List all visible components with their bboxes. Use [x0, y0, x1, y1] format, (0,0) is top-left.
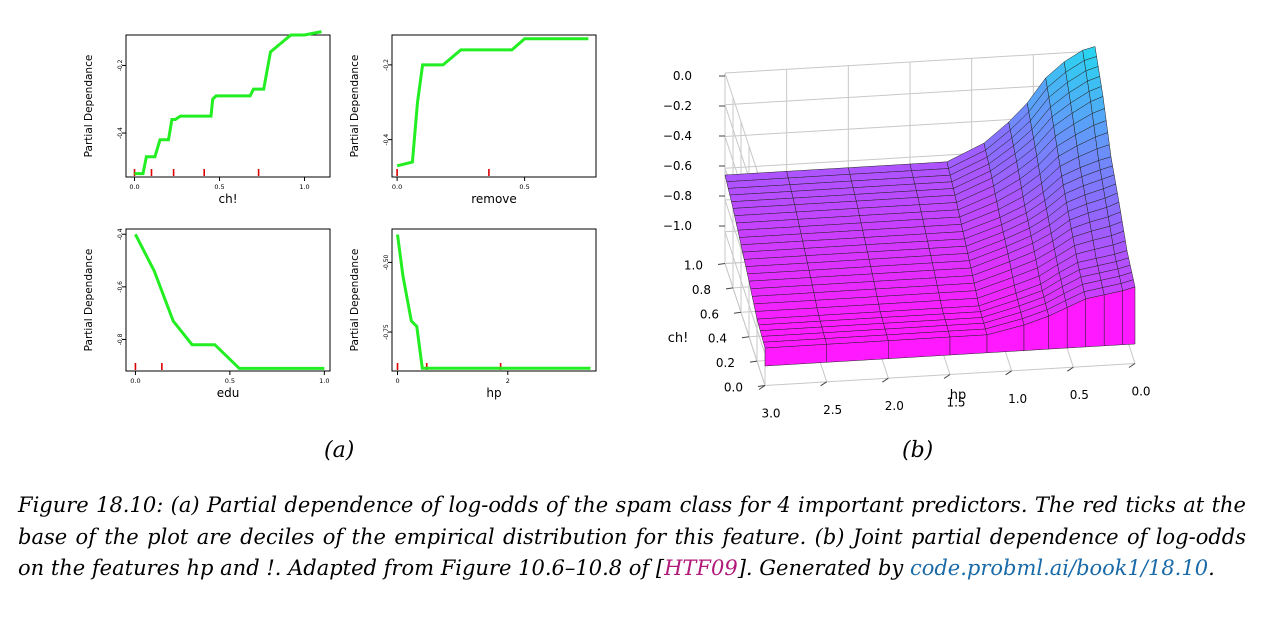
hp-tick-label: 0.0	[1131, 385, 1150, 399]
hp-tick-label: 1.0	[1008, 392, 1027, 406]
ch-tick	[741, 336, 750, 339]
z-tick-label: −0.4	[663, 129, 692, 143]
citation-link[interactable]: HTF09	[664, 556, 738, 580]
y-tick-label: -0.4	[117, 228, 124, 240]
y-tick-label: -0.6	[117, 281, 124, 293]
ch-tick-label: 0.4	[708, 332, 727, 346]
caption-text-3: .	[1208, 556, 1215, 580]
hp-tick	[758, 385, 766, 390]
pd-line	[134, 30, 322, 176]
ch-tick-label: 1.0	[684, 259, 703, 273]
y-tick-label: -0.50	[383, 254, 390, 270]
hp-tick	[1067, 366, 1074, 372]
z-tick-label: −1.0	[663, 219, 692, 233]
z-tick-label: 0.0	[673, 69, 692, 83]
x-tick-label: 2	[506, 377, 510, 385]
y-tick-label: -0.4	[117, 127, 124, 139]
pd-plot-hp: -0.50 -0.75 0 2 hp Partial Dependance	[349, 228, 597, 400]
x-axis-label: remove	[471, 192, 517, 206]
x-tick-label: 0.5	[225, 377, 235, 385]
pd-line	[396, 234, 591, 370]
z-tick-label: −0.2	[663, 99, 692, 113]
surface-skirt	[826, 340, 889, 363]
y-axis-label: Partial Dependance	[349, 249, 361, 352]
floor-grid-line	[724, 263, 766, 386]
panel-label-a: (a)	[324, 438, 355, 463]
ch-tick-label: 0.2	[716, 356, 735, 370]
x-tick-label: 0.0	[129, 183, 139, 191]
x-tick-label: 1.0	[319, 377, 329, 385]
surface-skirt	[1103, 290, 1123, 347]
side-grid-line	[724, 231, 766, 354]
y-axis-label: Partial Dependance	[83, 249, 95, 352]
hp-tick-label: 1.5	[946, 396, 965, 410]
ch-tick-label: 0.8	[692, 283, 711, 297]
surface-skirt	[888, 336, 951, 359]
x-axis-label: ch!	[218, 192, 237, 206]
plot-frame	[391, 228, 597, 372]
joint-pd-surface-plot: 0.0 −0.2 −0.4 −0.6 −0.8 −1.0 3.0 2.5 2.0 1.5 1.0 0.…	[663, 46, 1151, 421]
x-tick-label: 0.0	[392, 183, 402, 191]
surface-skirt	[949, 334, 988, 356]
hp-tick	[1005, 370, 1012, 376]
caption-text-1: Figure 18.10: (a) Partial dependence of …	[18, 493, 1246, 580]
figure-svg: -0.2 -0.4 0.0 0.5 1.0 ch! Partial Dependance -…	[83, 30, 1151, 421]
x-tick-label: 0	[395, 377, 399, 385]
ch-axis-label: ch!	[668, 331, 689, 346]
x-tick-label: 1.0	[299, 183, 309, 191]
pd-line	[396, 37, 589, 168]
surface-skirt	[1066, 298, 1086, 349]
pd-plot-ch: -0.2 -0.4 0.0 0.5 1.0 ch! Partial Dependance	[83, 30, 331, 206]
hp-tick	[820, 381, 827, 387]
y-axis-label: Partial Dependance	[349, 55, 361, 158]
hp-tick	[943, 374, 951, 379]
plot-frame	[391, 34, 597, 178]
y-tick-label: -0.4	[383, 134, 390, 146]
hp-tick-label: 0.5	[1070, 388, 1089, 402]
ch-tick	[725, 287, 734, 290]
back-grid-line	[724, 82, 1096, 106]
plot-frame	[125, 228, 331, 372]
panel-label-b: (b)	[902, 438, 934, 463]
hp-tick	[1128, 363, 1136, 368]
x-tick-label: 0.0	[130, 377, 140, 385]
x-tick-label: 0.5	[519, 183, 529, 191]
y-tick-label: -0.2	[383, 59, 390, 71]
hp-tick-label: 2.0	[885, 399, 904, 413]
back-grid-line	[724, 50, 1096, 74]
hp-axis-label: hp	[950, 388, 967, 403]
ch-tick	[749, 360, 758, 363]
ch-tick-label: 0.6	[700, 307, 719, 321]
surface-skirt	[764, 344, 827, 367]
ch-tick	[733, 311, 742, 314]
hp-tick-label: 2.5	[823, 403, 842, 417]
z-tick-label: −0.8	[663, 189, 692, 203]
x-axis-label: hp	[486, 386, 501, 400]
hp-tick	[882, 377, 889, 383]
plot-frame	[125, 34, 331, 178]
ch-tick	[757, 385, 766, 387]
caption-text-2: ]. Generated by	[737, 556, 910, 580]
ch-tick	[717, 263, 726, 265]
figure: -0.2 -0.4 0.0 0.5 1.0 ch! Partial Dependance -…	[83, 30, 1151, 421]
surface-skirt	[1085, 294, 1105, 348]
y-axis-label: Partial Dependance	[83, 55, 95, 158]
ch-tick-label: 0.0	[724, 381, 743, 395]
x-axis-label: edu	[217, 386, 240, 400]
figure-caption: Figure 18.10: (a) Partial dependence of …	[18, 490, 1246, 585]
z-tick-label: −0.6	[663, 159, 692, 173]
y-tick-label: -0.2	[117, 59, 124, 71]
x-tick-label: 0.5	[214, 183, 224, 191]
pd-line	[134, 233, 325, 370]
pd-plot-edu: -0.4 -0.6 -0.8 0.0 0.5 1.0 edu Partial Dependan…	[83, 228, 331, 400]
y-tick-label: -0.8	[117, 333, 124, 345]
surface-skirt	[1122, 286, 1136, 345]
code-link[interactable]: code.probml.ai/book1/18.10	[909, 556, 1209, 580]
hp-tick-label: 3.0	[761, 407, 780, 421]
y-tick-label: -0.75	[383, 324, 390, 340]
